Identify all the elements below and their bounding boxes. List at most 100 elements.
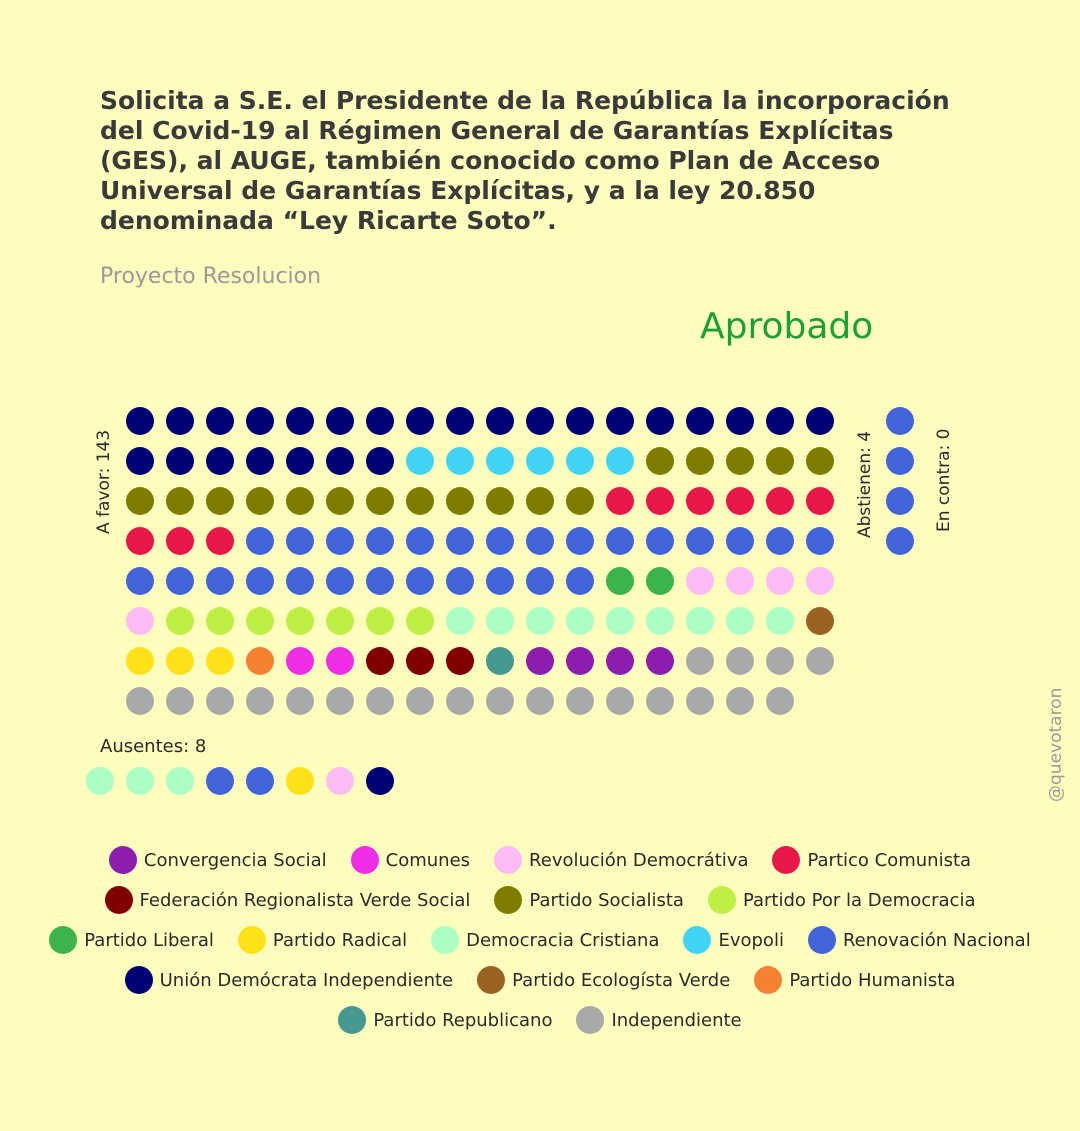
favor-dot: [286, 487, 314, 515]
favor-dot: [446, 647, 474, 675]
favor-dot: [366, 567, 394, 595]
legend-swatch: [49, 926, 78, 954]
favor-dot: [686, 607, 714, 635]
legend-item: Partido Humanista: [754, 966, 955, 994]
favor-dot: [446, 527, 474, 555]
legend-swatch: [124, 966, 153, 994]
favor-dot: [126, 527, 154, 555]
favor-dot: [766, 407, 794, 435]
favor-dot: [326, 487, 354, 515]
favor-dot: [646, 447, 674, 475]
favor-dot: [286, 527, 314, 555]
favor-dot: [726, 607, 754, 635]
favor-dot: [326, 687, 354, 715]
legend-item: Partido Por la Democracia: [707, 886, 976, 914]
favor-dot: [486, 407, 514, 435]
favor-dot: [526, 407, 554, 435]
favor-dot: [766, 447, 794, 475]
favor-dot: [806, 407, 834, 435]
legend-swatch: [576, 1006, 605, 1034]
legend-label: Partico Comunista: [807, 849, 972, 871]
ausente-dot: [366, 767, 394, 795]
favor-dot: [646, 647, 674, 675]
abstiene-dot: [886, 527, 914, 555]
favor-dot: [726, 407, 754, 435]
legend-label: Partido Ecologísta Verde: [512, 969, 731, 991]
favor-dot: [406, 527, 434, 555]
favor-dot: [166, 607, 194, 635]
legend-label: Evopoli: [718, 929, 784, 951]
favor-dot: [126, 487, 154, 515]
favor-dot: [686, 447, 714, 475]
favor-dot: [726, 487, 754, 515]
favor-dot: [406, 567, 434, 595]
favor-dot: [686, 647, 714, 675]
favor-dot: [166, 407, 194, 435]
favor-dot: [446, 447, 474, 475]
legend-label: Comunes: [385, 849, 471, 871]
favor-dot: [126, 567, 154, 595]
legend-swatch: [338, 1006, 367, 1034]
favor-dot: [526, 487, 554, 515]
legend-swatch: [707, 886, 736, 914]
subtitle: Proyecto Resolucion: [100, 264, 322, 289]
favor-dot: [206, 687, 234, 715]
favor-dot: [606, 447, 634, 475]
favor-dot: [366, 527, 394, 555]
credit: @quevotaron: [1046, 687, 1066, 802]
favor-dot: [126, 607, 154, 635]
favor-dot: [446, 487, 474, 515]
favor-dot: [206, 447, 234, 475]
favor-dot: [806, 527, 834, 555]
favor-dot: [406, 487, 434, 515]
legend-item: Democracia Cristiana: [431, 926, 659, 954]
favor-dot: [526, 567, 554, 595]
favor-dot: [566, 527, 594, 555]
legend-swatch: [477, 966, 506, 994]
legend-item: Partido Ecologísta Verde: [477, 966, 730, 994]
favor-dot: [246, 447, 274, 475]
legend-label: Partido Socialista: [529, 889, 684, 911]
favor-dot: [726, 647, 754, 675]
favor-dot: [566, 487, 594, 515]
favor-dot: [726, 567, 754, 595]
favor-dot: [406, 607, 434, 635]
favor-dot: [326, 447, 354, 475]
favor-dot: [566, 447, 594, 475]
favor-dot: [206, 607, 234, 635]
favor-dot: [606, 487, 634, 515]
favor-dot: [646, 527, 674, 555]
favor-dot: [646, 567, 674, 595]
favor-dot: [126, 407, 154, 435]
ausente-dot: [86, 767, 114, 795]
favor-dot: [406, 687, 434, 715]
favor-dot: [366, 647, 394, 675]
legend-item: Convergencia Social: [108, 846, 327, 874]
favor-dot: [486, 647, 514, 675]
favor-dot: [166, 447, 194, 475]
favor-dot: [446, 567, 474, 595]
abstiene-dot: [886, 447, 914, 475]
legend-row: Convergencia Social Comunes Revolución Dem…: [20, 840, 1060, 880]
favor-dot: [446, 607, 474, 635]
legend-swatch: [237, 926, 266, 954]
ausente-dot: [126, 767, 154, 795]
legend-label: Federación Regionalista Verde Social: [139, 889, 471, 911]
favor-dot: [606, 527, 634, 555]
abstiene-dot: [886, 407, 914, 435]
favor-dot: [446, 407, 474, 435]
favor-dot: [206, 567, 234, 595]
favor-dot: [726, 527, 754, 555]
favor-dot: [206, 487, 234, 515]
legend-label: Partido Radical: [272, 929, 408, 951]
party-legend: Convergencia Social Comunes Revolución Dem…: [20, 840, 1060, 1040]
legend-item: Evopoli: [683, 926, 784, 954]
favor-dot: [326, 407, 354, 435]
favor-dot: [566, 687, 594, 715]
favor-dot: [326, 527, 354, 555]
favor-dot: [566, 647, 594, 675]
legend-swatch: [807, 926, 836, 954]
legend-swatch: [104, 886, 133, 914]
favor-label: A favor: 143: [94, 429, 114, 534]
favor-dot: [126, 647, 154, 675]
